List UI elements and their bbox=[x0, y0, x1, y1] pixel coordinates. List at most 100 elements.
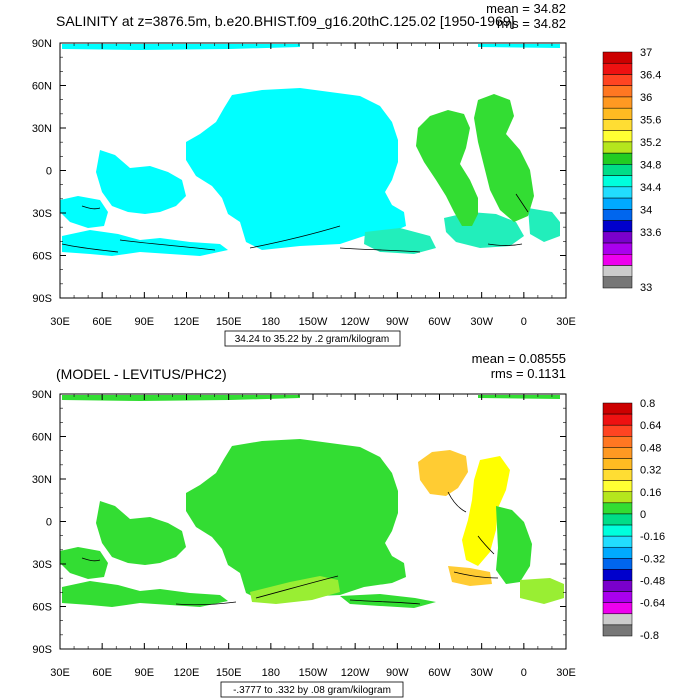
panel1-region-indian bbox=[96, 150, 186, 214]
panel2-x-tick-label: 0 bbox=[521, 667, 527, 679]
panel1-x-tick-label: 150W bbox=[299, 316, 328, 328]
panel2-colorbar-box bbox=[602, 469, 633, 481]
panel1-region-atlantic-east bbox=[474, 94, 534, 222]
panel2-x-tick-label: 30E bbox=[50, 667, 70, 679]
panel2-region-atlantic-orange-2 bbox=[448, 566, 492, 586]
panel2-colorbar-box bbox=[602, 569, 633, 581]
panel2-colorbar-label: 0.32 bbox=[640, 465, 661, 477]
panel2-region-south-central bbox=[250, 576, 340, 604]
panel2-colorbar-label: -0.48 bbox=[640, 576, 665, 588]
panel1-colorbar-box bbox=[602, 130, 633, 143]
panel1-colorbar-box bbox=[602, 107, 633, 120]
panel2-x-tick-label: 60W bbox=[428, 667, 451, 679]
panel1-colorbar-box bbox=[602, 85, 633, 98]
panel1-colorbar-box bbox=[602, 186, 633, 199]
panel2-colorbar-label: 0 bbox=[640, 509, 646, 521]
panel2-mean: mean = 0.08555 bbox=[472, 351, 566, 366]
panel2-colorbar-box bbox=[602, 580, 633, 592]
panel1-colorbar-box bbox=[602, 164, 633, 176]
panel2-region-south-west bbox=[62, 581, 228, 607]
panel1-info-box: 34.24 to 35.22 by .2 gram/kilogram bbox=[224, 330, 401, 347]
panel1-colorbar-box bbox=[602, 197, 633, 210]
panel2-title: (MODEL - LEVITUS/PHC2) bbox=[56, 366, 227, 382]
panel2-contour bbox=[81, 491, 499, 606]
panel1-region-south-west-2 bbox=[60, 196, 108, 228]
panel1-region-south-far-east bbox=[528, 208, 560, 242]
panel1-colorbar-label: 33.6 bbox=[640, 227, 661, 239]
panel1-region-south-east bbox=[364, 228, 436, 254]
panel2-colorbar-box bbox=[602, 613, 633, 626]
panel2-region-arctic bbox=[62, 395, 300, 401]
panel1-colorbar-label: 34 bbox=[640, 204, 652, 216]
panel1-colorbar-box bbox=[602, 152, 633, 165]
panel2-info-box: -.3777 to .332 by .08 gram/kilogram bbox=[220, 681, 404, 698]
panel1-region-arctic bbox=[62, 44, 300, 50]
panel1-colorbar: 37 36.4 36 35.6 35.2 34.8 34.4 34 33.6 33 bbox=[602, 47, 661, 294]
panel2-colorbar-box bbox=[602, 502, 633, 515]
panel1-colorbar-label: 34.8 bbox=[640, 159, 661, 171]
panel1-x-tick-label: 90E bbox=[135, 316, 155, 328]
panel2-y-tick-label: 60N bbox=[32, 432, 52, 444]
panel2-region-arctic-2 bbox=[478, 395, 560, 399]
panel1-y-tick-label: 90N bbox=[32, 38, 52, 50]
panel2-colorbar-box bbox=[602, 491, 633, 504]
panel1-colorbar-box bbox=[602, 175, 633, 188]
panel2-x-tick-label: 60E bbox=[92, 667, 112, 679]
panel2-colorbar-box bbox=[602, 447, 633, 459]
panel1-y-tick-label: 30N bbox=[32, 123, 52, 135]
panel1-y-tick-label: 60N bbox=[32, 81, 52, 93]
panel-difference: (MODEL - LEVITUS/PHC2) mean = 0.08555 rm… bbox=[32, 351, 665, 698]
panel1-title: SALINITY at z=3876.5m, b.e20.BHIST.f09_g… bbox=[56, 13, 515, 29]
panel-salinity: SALINITY at z=3876.5m, b.e20.BHIST.f09_g… bbox=[32, 1, 661, 347]
panel2-x-tick-label: 90W bbox=[386, 667, 409, 679]
panel2-region-south-east bbox=[340, 594, 436, 608]
panel1-colorbar-label: 36 bbox=[640, 92, 652, 104]
panel1-colorbar-label: 34.4 bbox=[640, 182, 661, 194]
panel2-region-atlantic-orange bbox=[418, 450, 468, 496]
panel1-colorbar-box bbox=[602, 119, 633, 131]
panel2-colorbar-box bbox=[602, 413, 633, 426]
panel2-y-tick-label: 0 bbox=[46, 517, 52, 529]
panel1-mean: mean = 34.82 bbox=[486, 1, 566, 16]
panel2-y-tick-label: 90N bbox=[32, 389, 52, 401]
panel2-colorbar: 0.8 0.64 0.48 0.32 0.16 0 -0.16 -0.32 -0.48 -0.64… bbox=[602, 398, 665, 642]
panel1-x-tick-label: 30E bbox=[50, 316, 70, 328]
panel2-rms: rms = 0.1131 bbox=[491, 366, 566, 381]
panel2-colorbar-box bbox=[602, 558, 633, 570]
panel1-colorbar-label: 35.6 bbox=[640, 114, 661, 126]
panel2-region-atlantic-green bbox=[496, 506, 532, 584]
panel2-colorbar-label: 0.64 bbox=[640, 420, 661, 432]
panel2-colorbar-box bbox=[602, 524, 633, 537]
panel2-colorbar-box bbox=[602, 513, 633, 526]
panel1-x-tick-label: 30E bbox=[556, 316, 576, 328]
panel2-region-south-far-east bbox=[520, 578, 564, 604]
panel1-colorbar-box bbox=[602, 62, 633, 75]
panel2-region-indian bbox=[96, 501, 186, 565]
panel2-colorbar-box bbox=[602, 602, 633, 615]
panel2-colorbar-label: 0.8 bbox=[640, 398, 655, 410]
panel2-colorbar-box bbox=[602, 480, 633, 493]
panel1-y-tick-label: 0 bbox=[46, 166, 52, 178]
panel2-y-tick-label: 90S bbox=[32, 644, 52, 656]
panel2-y-tick-label: 60S bbox=[32, 602, 52, 614]
panel2-y-tick-label: 30N bbox=[32, 474, 52, 486]
panel1-info-text: 34.24 to 35.22 by .2 gram/kilogram bbox=[235, 334, 390, 345]
panel2-colorbar-label: -0.16 bbox=[640, 531, 665, 543]
panel2-colorbar-box bbox=[602, 624, 633, 637]
panel2-colorbar-box bbox=[602, 436, 633, 448]
panel1-colorbar-label: 35.2 bbox=[640, 137, 661, 149]
panel1-colorbar-box bbox=[602, 254, 633, 266]
panel1-colorbar-box bbox=[602, 231, 633, 244]
panel1-contour bbox=[61, 193, 529, 253]
panel2-colorbar-label: -0.64 bbox=[640, 598, 665, 610]
panel1-x-tick-label: 60W bbox=[428, 316, 451, 328]
panel2-colorbar-label: -0.8 bbox=[640, 630, 659, 642]
panel2-x-tick-label: 30W bbox=[470, 667, 493, 679]
panel2-x-tick-label: 180 bbox=[262, 667, 280, 679]
panel1-colorbar-box bbox=[602, 220, 633, 233]
panel1-y-tick-label: 30S bbox=[32, 208, 52, 220]
panel1-x-tick-label: 120W bbox=[341, 316, 370, 328]
panel2-x-tick-label: 150E bbox=[216, 667, 242, 679]
panel1-colorbar-box bbox=[602, 96, 633, 109]
